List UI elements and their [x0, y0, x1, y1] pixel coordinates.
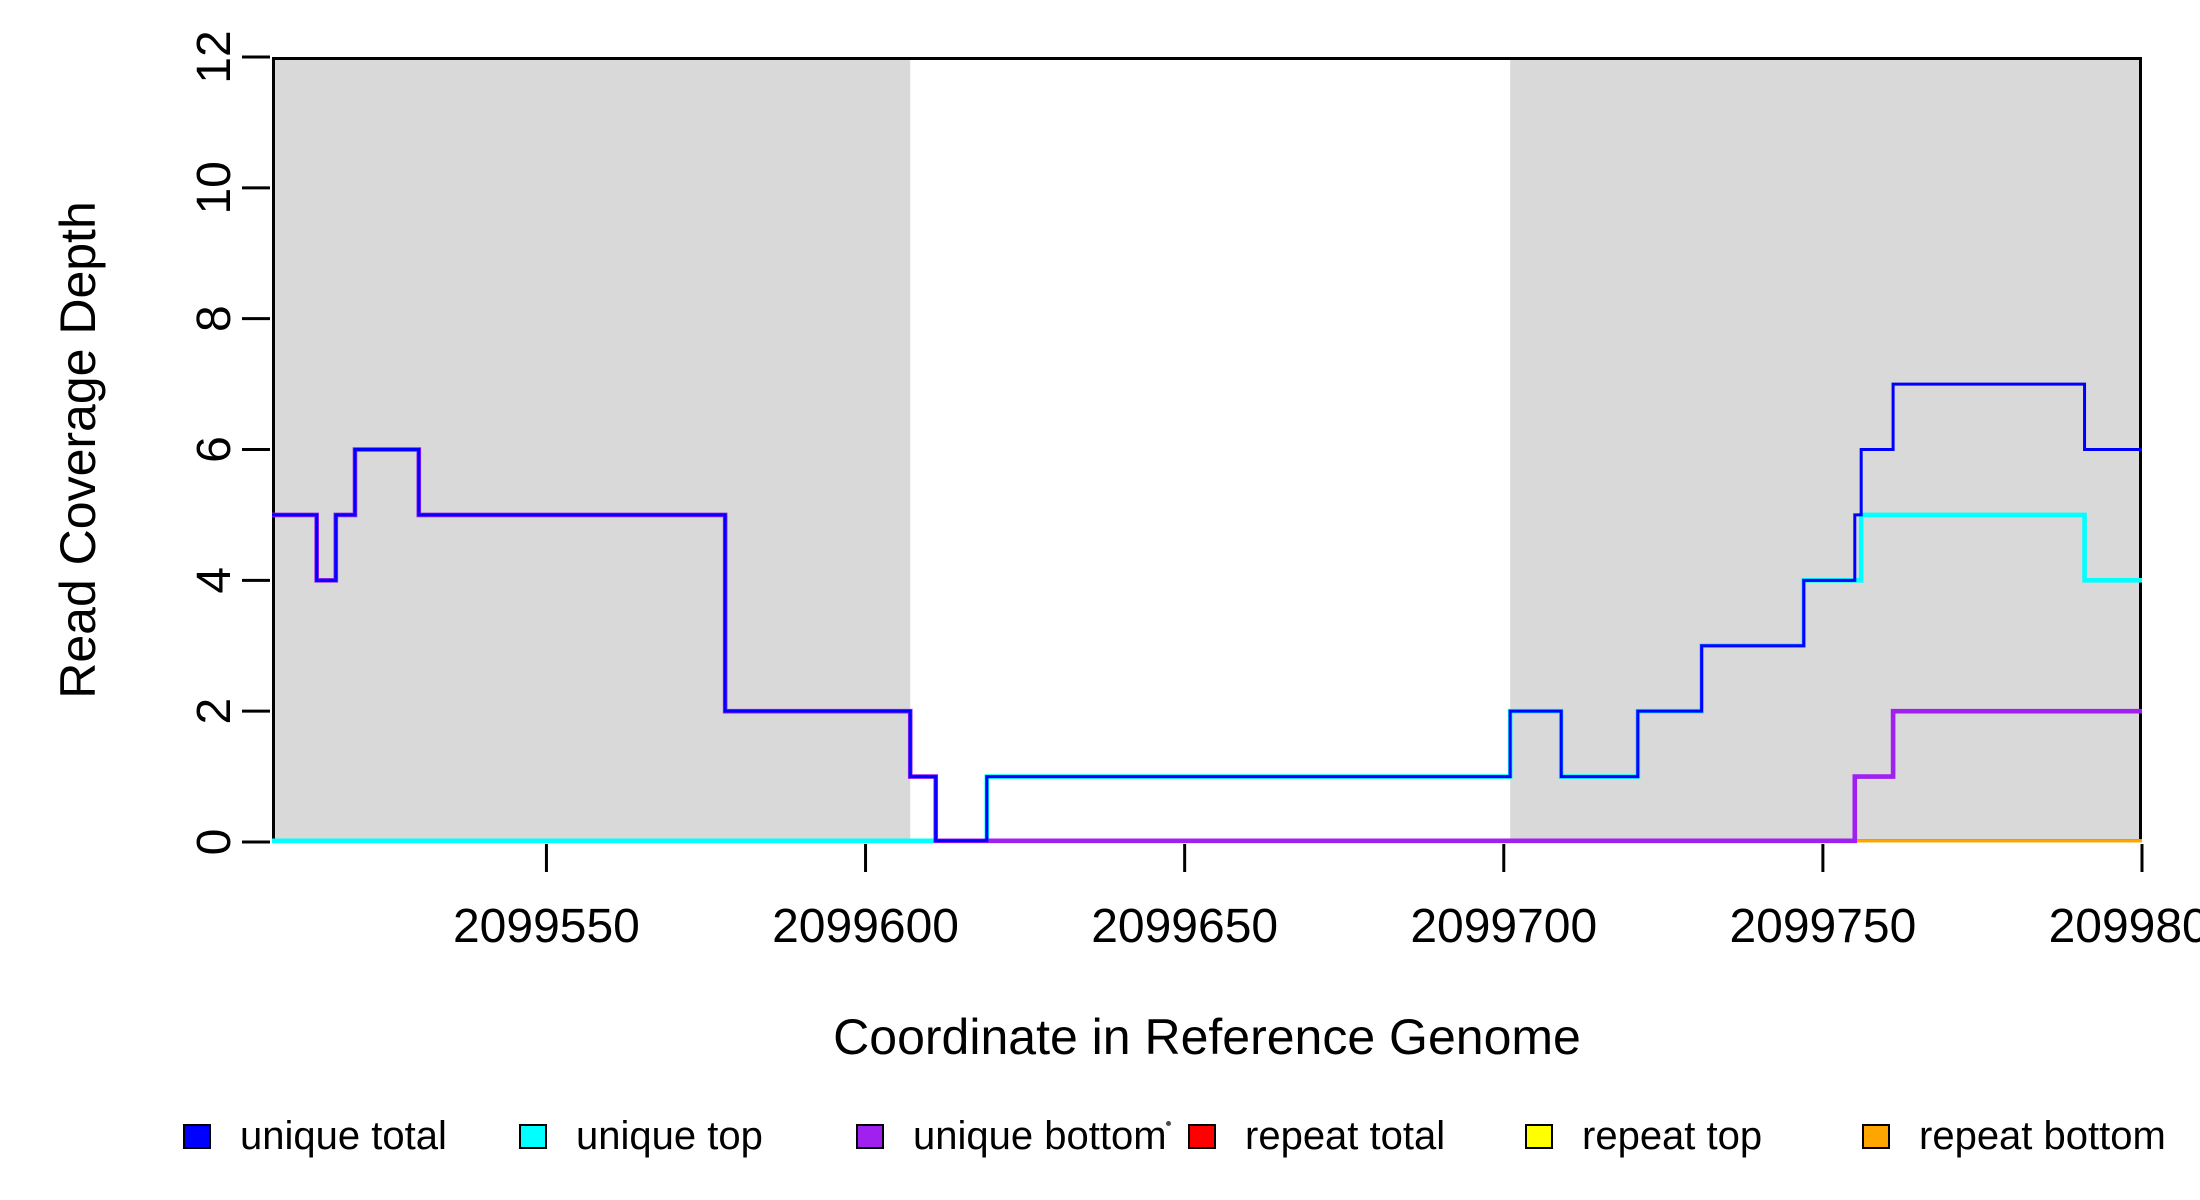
legend-swatch-unique-top [519, 1123, 547, 1149]
legend-item-unique-top: unique top [519, 1114, 763, 1158]
legend-item-repeat-bottom: repeat bottom [1862, 1114, 2166, 1158]
x-tick-label: 2099700 [1410, 900, 1597, 953]
legend-label: repeat total [1245, 1113, 1446, 1158]
legend-label: repeat top [1582, 1113, 1763, 1158]
legend-swatch-repeat-total [1188, 1123, 1216, 1149]
x-tick-label: 2099650 [1091, 900, 1278, 953]
legend-stray-dot [1166, 1121, 1171, 1126]
legend-swatch-unique-bottom [856, 1123, 884, 1149]
y-tick-label: 10 [188, 161, 241, 214]
series-unique-total [272, 382, 2142, 843]
y-axis-title: Read Coverage Depth [50, 201, 106, 699]
legend-swatch-unique-total [183, 1123, 211, 1149]
legend-swatch-repeat-top [1525, 1123, 1553, 1149]
y-tick-label: 4 [188, 567, 241, 594]
legend-item-repeat-top: repeat top [1525, 1114, 1762, 1158]
y-tick-label: 0 [188, 829, 241, 856]
legend-label: unique bottom [913, 1113, 1167, 1158]
y-tick-label: 6 [188, 436, 241, 463]
legend-label: unique total [240, 1113, 447, 1158]
y-tick-label: 12 [188, 30, 241, 83]
x-tick-label: 2099750 [1729, 900, 1916, 953]
legend-item-unique-total: unique total [183, 1114, 447, 1158]
masked-region-2 [1510, 57, 2142, 842]
x-axis-title: Coordinate in Reference Genome [833, 1009, 1581, 1065]
legend-label: repeat bottom [1919, 1113, 2166, 1158]
y-tick-label: 2 [188, 698, 241, 725]
legend-item-unique-bottom: unique bottom [856, 1114, 1167, 1158]
legend-swatch-repeat-bottom [1862, 1123, 1890, 1149]
y-tick-label: 8 [188, 305, 241, 332]
x-tick-label: 2099550 [453, 900, 640, 953]
x-tick-label: 2099600 [772, 900, 959, 953]
legend-label: unique top [576, 1113, 763, 1158]
legend-item-repeat-total: repeat total [1188, 1114, 1445, 1158]
